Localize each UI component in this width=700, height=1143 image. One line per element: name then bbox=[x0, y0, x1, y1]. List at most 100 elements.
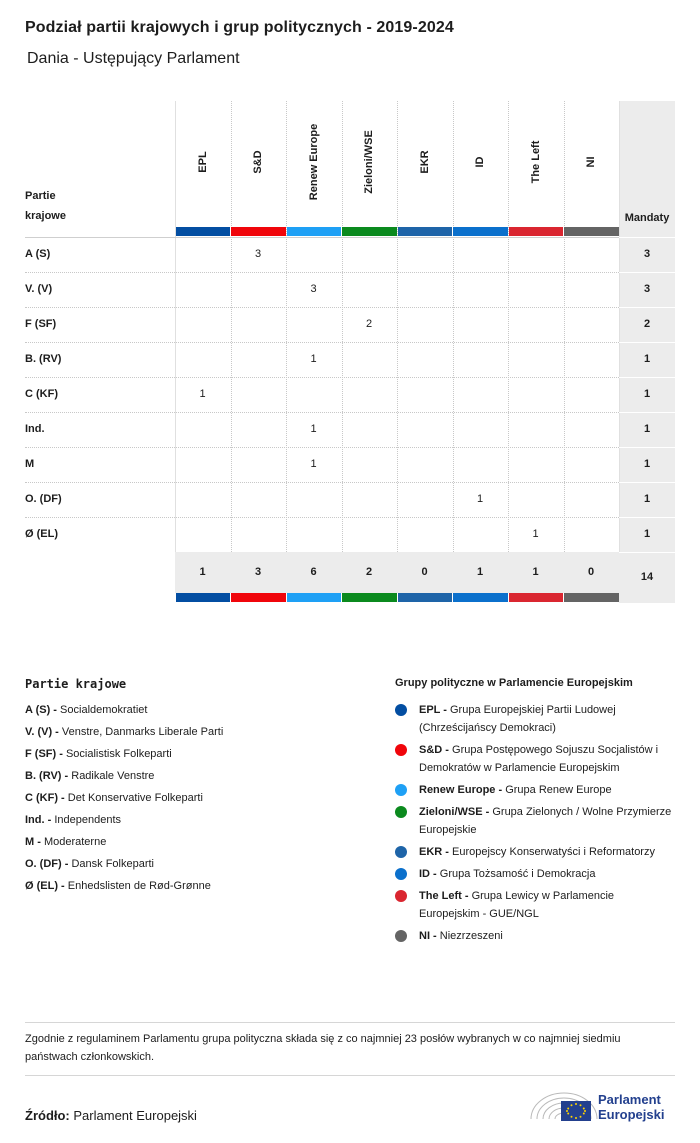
seat-cell bbox=[564, 307, 619, 342]
seat-cell bbox=[397, 447, 452, 482]
group-header: ID bbox=[453, 101, 508, 227]
source-value: Parlament Europejski bbox=[73, 1108, 197, 1123]
page-subtitle: Dania - Ustępujący Parlament bbox=[27, 50, 240, 67]
seat-cell bbox=[453, 342, 508, 377]
group-color-dot-icon bbox=[395, 744, 407, 756]
group-legend-item: NI - Niezrzeszeni bbox=[395, 927, 675, 945]
party-legend-abbr: B. (RV) - bbox=[25, 770, 69, 782]
party-legend-item: B. (RV) - Radikale Venstre bbox=[25, 766, 365, 788]
party-legend-name: Radikale Venstre bbox=[71, 770, 155, 782]
group-color-bar bbox=[453, 593, 508, 602]
group-total-cell: 3 bbox=[254, 566, 262, 578]
seat-cell bbox=[564, 377, 619, 412]
parliament-logo bbox=[530, 1092, 598, 1121]
party-legend-abbr: C (KF) - bbox=[25, 792, 65, 804]
row-divider bbox=[619, 517, 675, 518]
row-divider bbox=[619, 482, 675, 483]
group-color-bar bbox=[342, 227, 397, 236]
seat-cell bbox=[286, 482, 341, 517]
row-divider bbox=[619, 377, 675, 378]
logo-line2: Europejski bbox=[598, 1107, 665, 1122]
group-legend-item: ID - Grupa Tożsamość i Demokracja bbox=[395, 865, 675, 883]
party-label: O. (DF) bbox=[25, 493, 62, 505]
seat-cell bbox=[397, 377, 452, 412]
source-line: Źródło: Parlament Europejski bbox=[25, 1108, 197, 1123]
party-legend-abbr: F (SF) - bbox=[25, 748, 63, 760]
row-divider bbox=[25, 377, 619, 378]
group-color-bar bbox=[231, 593, 286, 602]
mandates-cell: 3 bbox=[643, 248, 651, 260]
column-divider bbox=[508, 101, 509, 552]
mandates-cell: 2 bbox=[643, 318, 651, 330]
group-color-dot-icon bbox=[395, 846, 407, 858]
group-color-bar bbox=[286, 227, 341, 236]
mandates-cell: 3 bbox=[643, 283, 651, 295]
seat-cell bbox=[508, 377, 563, 412]
group-total-cell: 0 bbox=[421, 566, 428, 578]
parliament-logo-text: Parlament Europejski bbox=[598, 1092, 664, 1122]
group-name: Zieloni/WSE bbox=[363, 130, 375, 194]
group-total-cell: 1 bbox=[476, 566, 484, 578]
group-color-dot-icon bbox=[395, 784, 407, 796]
column-divider bbox=[286, 101, 287, 552]
group-color-bar bbox=[453, 227, 508, 236]
party-column-header: Partie krajowe bbox=[25, 186, 66, 226]
page-title: Podział partii krajowych i grup politycz… bbox=[25, 19, 454, 36]
mandates-header: Mandaty bbox=[624, 212, 670, 224]
party-legend-abbr: A (S) - bbox=[25, 704, 57, 716]
totals-row-background bbox=[175, 552, 619, 593]
group-legend-name: Grupa Lewicy w Parlamencie Europejskim -… bbox=[419, 890, 615, 920]
seat-cell bbox=[508, 342, 563, 377]
row-divider bbox=[25, 447, 619, 448]
mandates-cell: 1 bbox=[643, 353, 651, 365]
party-label: F (SF) bbox=[25, 318, 57, 330]
seat-cell bbox=[564, 272, 619, 307]
column-divider bbox=[452, 101, 454, 552]
group-legend-abbr: ID - bbox=[419, 868, 437, 880]
column-divider bbox=[563, 101, 565, 552]
seat-cell: 1 bbox=[532, 528, 539, 540]
divider bbox=[25, 1075, 675, 1076]
seat-cell bbox=[175, 482, 230, 517]
party-legend-item: O. (DF) - Dansk Folkeparti bbox=[25, 854, 365, 876]
row-divider bbox=[25, 307, 619, 308]
seat-cell bbox=[453, 412, 508, 447]
party-legend-name: Independents bbox=[54, 814, 122, 826]
seat-cell: 1 bbox=[310, 423, 317, 435]
seat-cell bbox=[508, 237, 563, 272]
group-color-bar bbox=[175, 227, 230, 236]
group-name: Renew Europe bbox=[307, 123, 320, 201]
party-legend-abbr: M - bbox=[25, 836, 41, 848]
seat-cell bbox=[231, 342, 286, 377]
group-total-cell: 0 bbox=[587, 566, 595, 578]
party-legend-item: C (KF) - Det Konservative Folkeparti bbox=[25, 788, 365, 810]
party-legend-abbr: O. (DF) - bbox=[25, 858, 69, 870]
party-legend-name: Dansk Folkeparti bbox=[71, 858, 154, 870]
group-legend-abbr: Zieloni/WSE - bbox=[419, 806, 490, 818]
seat-cell bbox=[231, 482, 286, 517]
group-color-dot-icon bbox=[395, 930, 407, 942]
parties-legend-title: Partie krajowe bbox=[25, 677, 127, 691]
footnote: Zgodnie z regulaminem Parlamentu grupa p… bbox=[25, 1033, 621, 1063]
seat-cell bbox=[286, 237, 341, 272]
group-header: Zieloni/WSE bbox=[342, 101, 397, 227]
row-divider bbox=[619, 342, 675, 343]
seat-cell bbox=[564, 342, 619, 377]
seat-cell bbox=[508, 307, 563, 342]
seat-cell bbox=[231, 307, 286, 342]
seat-cell bbox=[175, 412, 230, 447]
seat-cell bbox=[175, 237, 230, 272]
party-header-line1: Partie bbox=[25, 190, 56, 202]
row-divider bbox=[619, 447, 675, 448]
group-color-bar bbox=[397, 593, 452, 602]
group-total-cell: 1 bbox=[532, 566, 539, 578]
party-legend-name: Det Konservative Folkeparti bbox=[67, 792, 203, 804]
group-color-dot-icon bbox=[395, 868, 407, 880]
seat-cell bbox=[286, 307, 341, 342]
row-divider bbox=[619, 237, 675, 238]
party-label: C (KF) bbox=[25, 388, 58, 400]
seat-cell bbox=[397, 272, 452, 307]
seat-cell bbox=[231, 447, 286, 482]
group-header: EKR bbox=[397, 101, 452, 227]
seat-cell bbox=[508, 272, 563, 307]
